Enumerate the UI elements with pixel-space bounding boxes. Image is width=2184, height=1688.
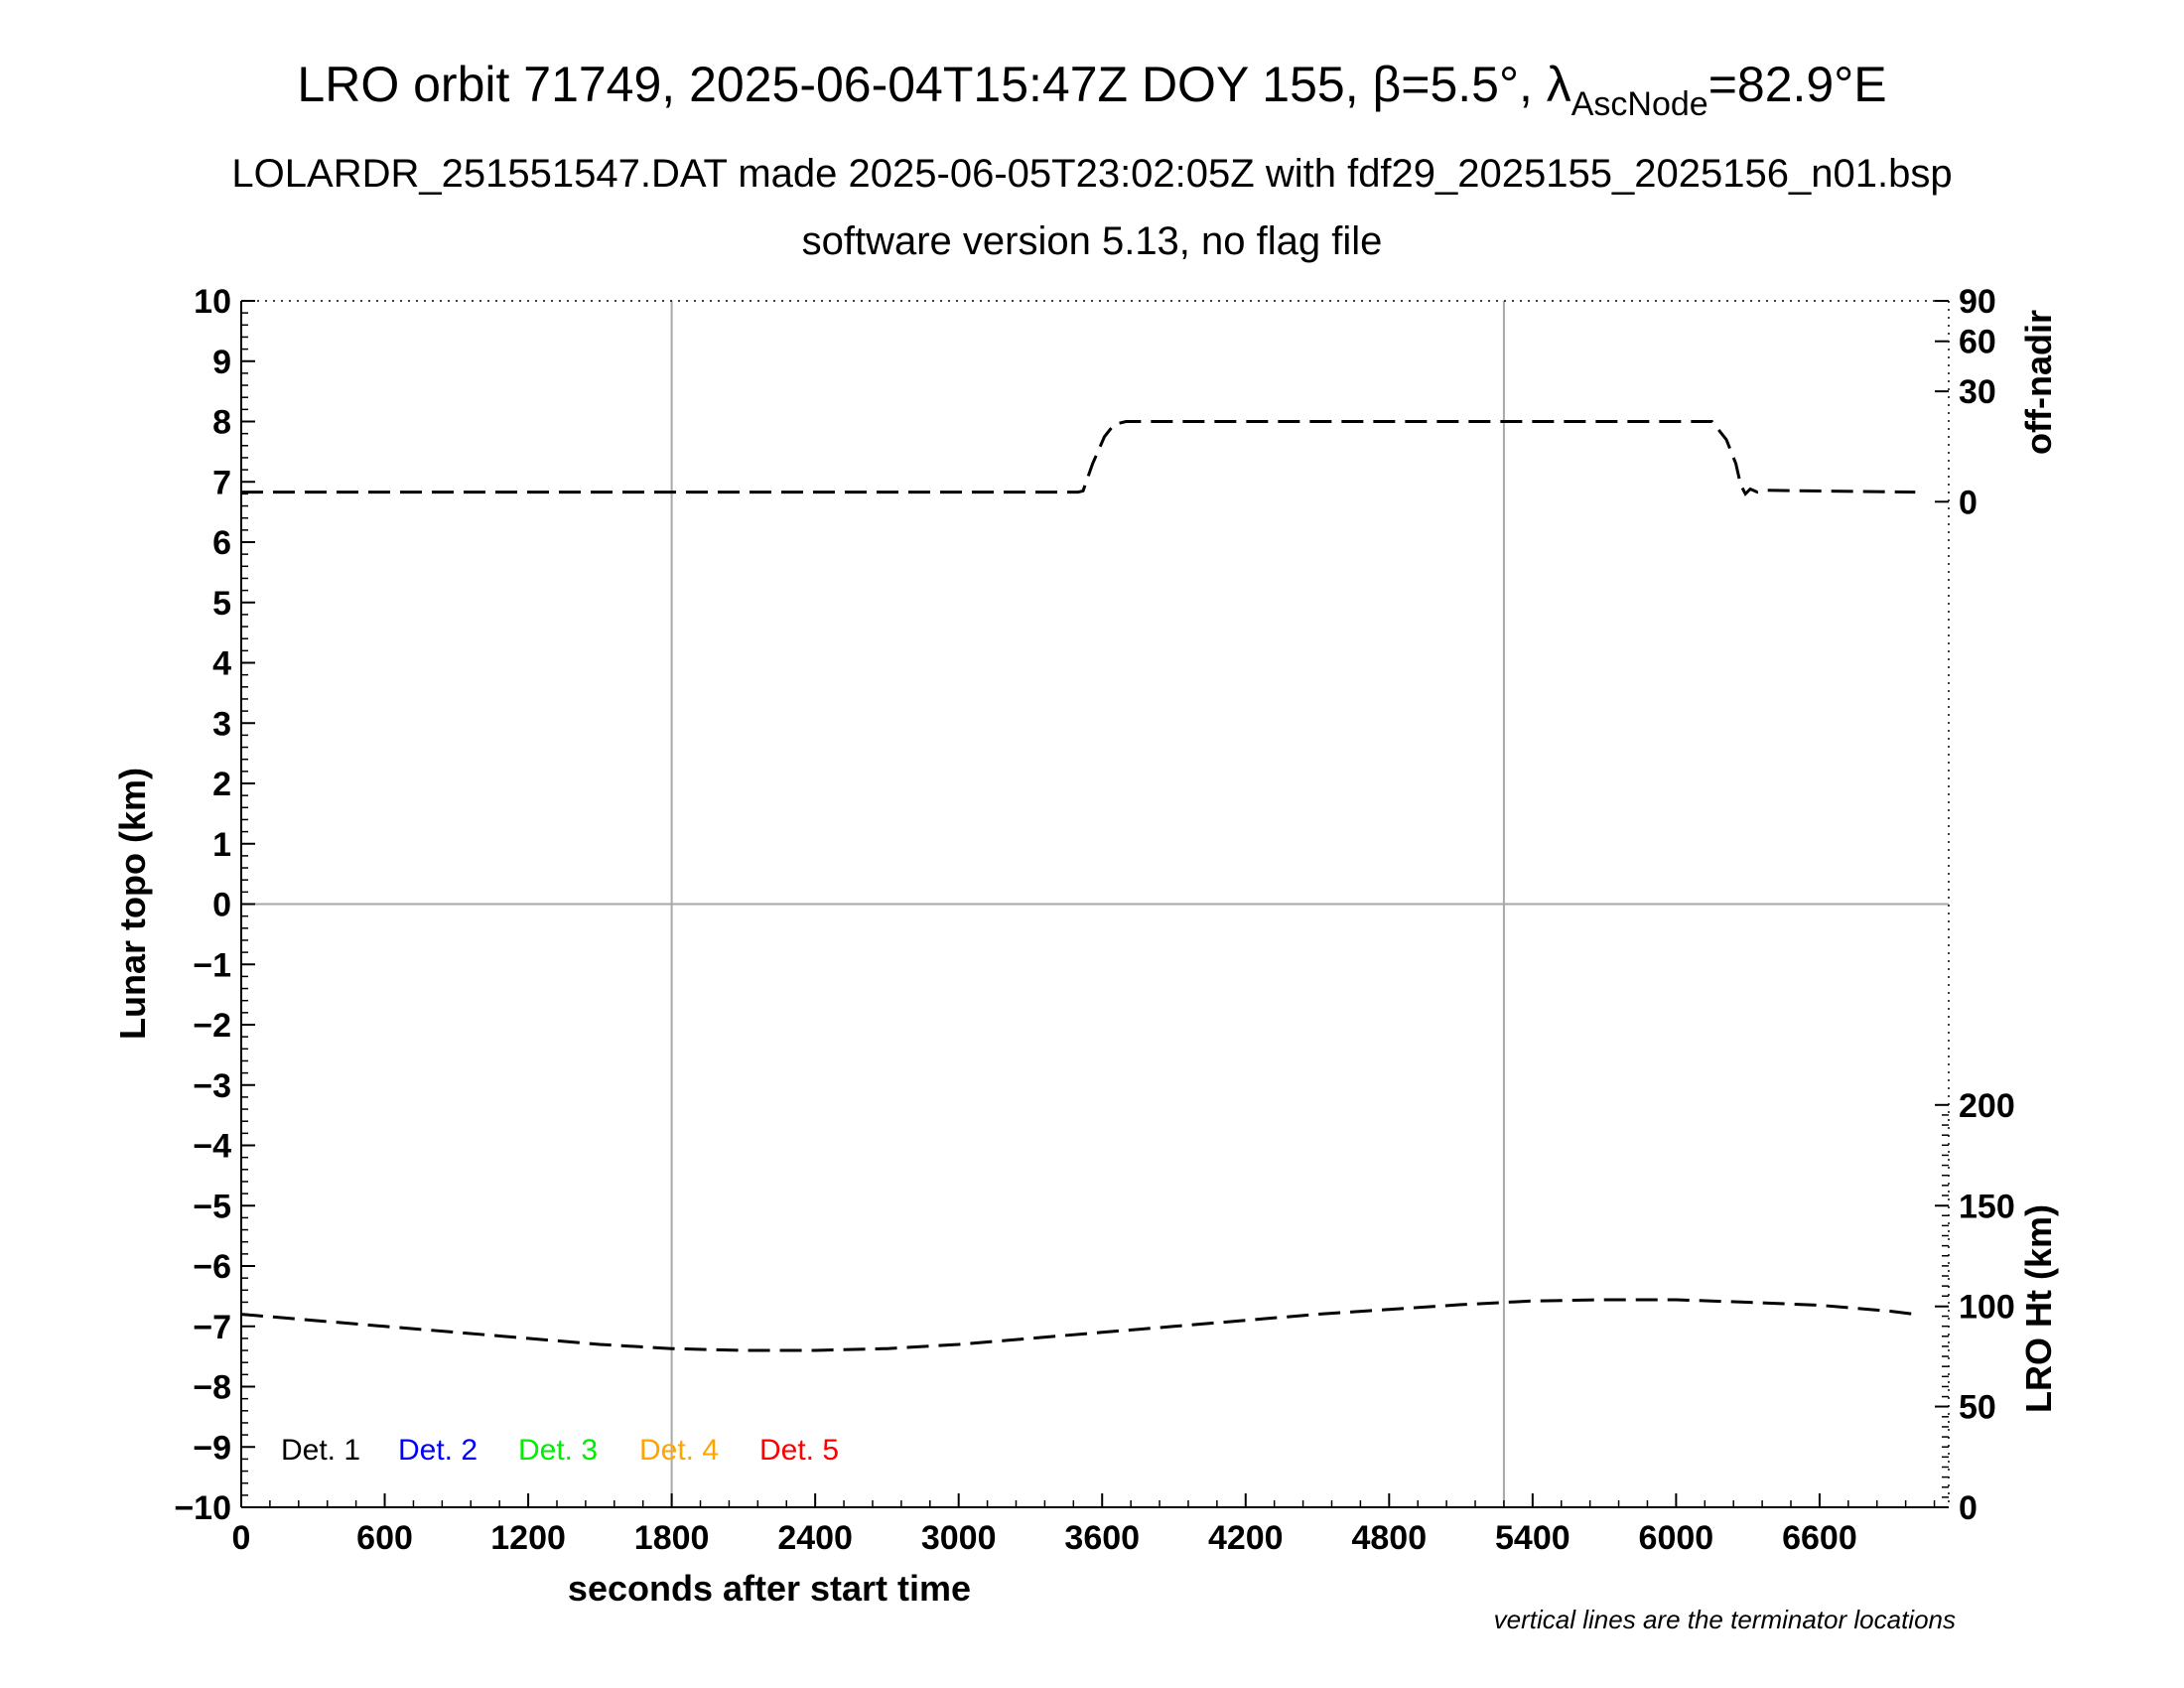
y-tick-label-5: 5 xyxy=(212,585,231,623)
y-tick-label-6: 4 xyxy=(212,645,231,683)
height-tick-label-1: 150 xyxy=(1959,1188,2015,1225)
y-tick-label-11: −1 xyxy=(193,946,231,984)
y-tick-label-0: 10 xyxy=(194,283,231,321)
y-tick-label-7: 3 xyxy=(212,705,231,743)
chart-subtitle-software: software version 5.13, no flag file xyxy=(802,219,1383,263)
x-tick-label-4: 2400 xyxy=(777,1519,853,1557)
y-tick-label-17: −7 xyxy=(193,1309,231,1346)
height-tick-label-3: 50 xyxy=(1959,1389,1996,1427)
series-lines xyxy=(240,420,1916,1352)
y-tick-label-9: 1 xyxy=(212,826,231,864)
chart-subtitle-file: LOLARDR_251551547.DAT made 2025-06-05T23… xyxy=(231,152,1952,196)
y-tick-label-1: 9 xyxy=(212,344,231,381)
x-axis-label: seconds after start time xyxy=(568,1568,971,1609)
x-tick-label-7: 4200 xyxy=(1208,1519,1284,1557)
x-tick-label-6: 3600 xyxy=(1064,1519,1140,1557)
y-tick-label-12: −2 xyxy=(193,1007,231,1045)
y-tick-label-13: −3 xyxy=(193,1067,231,1105)
x-tick-label-1: 600 xyxy=(356,1519,413,1557)
y-tick-label-18: −8 xyxy=(193,1369,231,1407)
legend-entry-det-5: Det. 5 xyxy=(759,1434,839,1467)
y-tick-label-16: −6 xyxy=(193,1248,231,1286)
legend-entry-det-4: Det. 4 xyxy=(639,1434,719,1467)
height-tick-label-0: 200 xyxy=(1959,1087,2015,1125)
legend-entry-det-2: Det. 2 xyxy=(398,1434,478,1467)
x-tick-label-11: 6600 xyxy=(1782,1519,1857,1557)
off-nadir-tick-label-2: 30 xyxy=(1959,373,1996,411)
x-tick-label-9: 5400 xyxy=(1495,1519,1570,1557)
legend-entry-det-3: Det. 3 xyxy=(518,1434,598,1467)
y-tick-label-8: 2 xyxy=(212,766,231,803)
grid-lines xyxy=(241,301,1949,1507)
chart-title: LRO orbit 71749, 2025-06-04T15:47Z DOY 1… xyxy=(297,57,1886,123)
y-tick-label-2: 8 xyxy=(212,404,231,442)
series-line-off-nadir xyxy=(241,420,1916,496)
off-nadir-axis-label: off-nadir xyxy=(2018,310,2059,455)
axis-ticks: 0 600 1200 1800 2400 3000 3600 4200 4800 5400 6000… xyxy=(174,283,2014,1557)
y-axis-label: Lunar topo (km) xyxy=(112,768,153,1040)
series-line-lro-ht xyxy=(240,1298,1916,1352)
y-tick-label-3: 7 xyxy=(212,464,231,501)
y-tick-label-10: 0 xyxy=(212,887,231,924)
y-tick-label-20: −10 xyxy=(174,1489,231,1527)
y-tick-label-14: −4 xyxy=(193,1128,231,1166)
off-nadir-tick-label-1: 60 xyxy=(1959,324,1996,361)
height-tick-label-4: 0 xyxy=(1959,1489,1978,1527)
x-tick-label-3: 1800 xyxy=(634,1519,710,1557)
terminator-note: vertical lines are the terminator locati… xyxy=(1494,1605,1956,1634)
y-tick-label-19: −9 xyxy=(193,1429,231,1467)
height-axis-label: LRO Ht (km) xyxy=(2018,1204,2059,1413)
x-tick-label-8: 4800 xyxy=(1351,1519,1427,1557)
x-tick-label-2: 1200 xyxy=(490,1519,566,1557)
y-tick-label-15: −5 xyxy=(193,1188,231,1225)
x-tick-label-5: 3000 xyxy=(921,1519,997,1557)
legend-entry-det-1: Det. 1 xyxy=(281,1434,360,1467)
off-nadir-tick-label-3: 0 xyxy=(1959,484,1978,521)
x-tick-label-10: 6000 xyxy=(1639,1519,1714,1557)
height-tick-label-2: 100 xyxy=(1959,1289,2015,1327)
x-tick-label-0: 0 xyxy=(232,1519,251,1557)
off-nadir-tick-label-0: 90 xyxy=(1959,283,1996,321)
legend: Det. 1 Det. 2 Det. 3 Det. 4 Det. 5 xyxy=(281,1434,839,1467)
y-tick-label-4: 6 xyxy=(212,524,231,562)
